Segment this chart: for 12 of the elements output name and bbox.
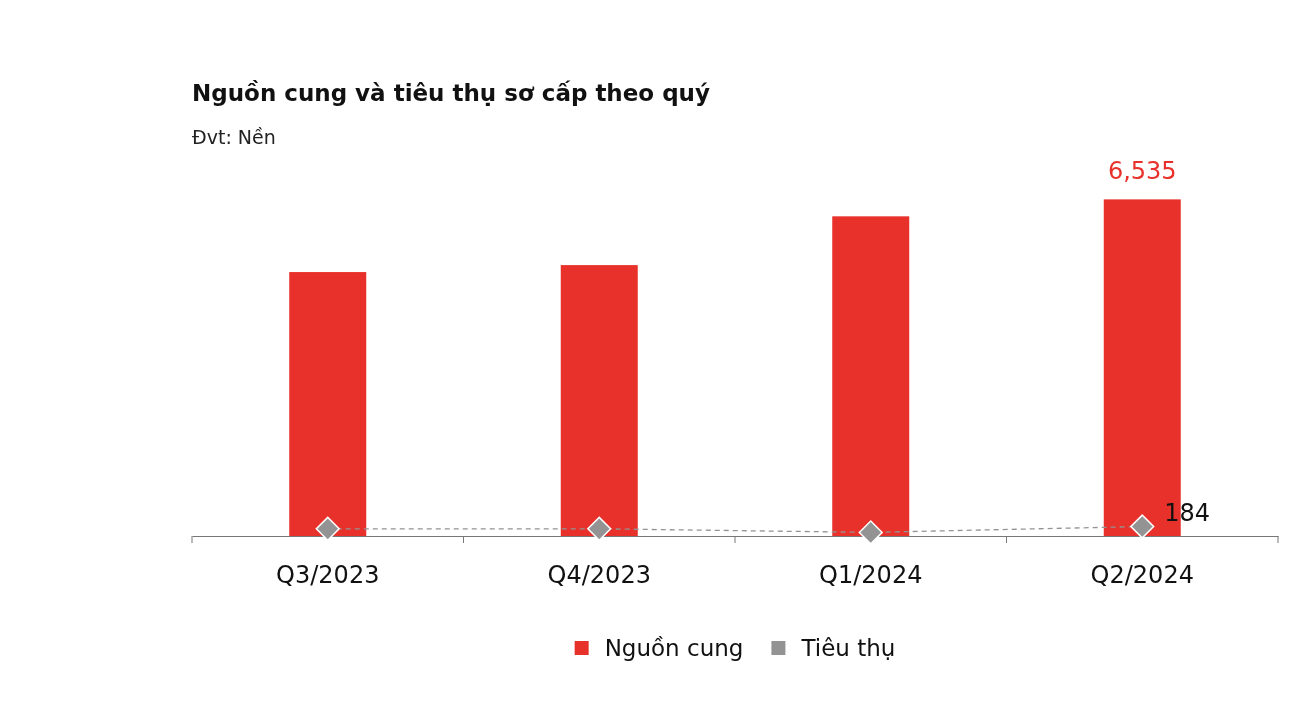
x-tick-label: Q2/2024 — [1090, 561, 1194, 590]
x-tick-label: Q4/2023 — [547, 561, 651, 590]
legend-label: Nguồn cung — [604, 635, 744, 661]
bar — [560, 265, 638, 536]
data-label: 6,535 — [1107, 157, 1177, 186]
chart-subtitle: Đvt: Nền — [192, 126, 276, 148]
legend-label: Tiêu thụ — [800, 635, 896, 661]
x-tick-label: Q1/2024 — [819, 561, 923, 590]
bar — [832, 216, 910, 536]
x-tick-label: Q3/2023 — [276, 561, 380, 590]
chart-title: Nguồn cung và tiêu thụ sơ cấp theo quý — [192, 80, 710, 106]
bar — [289, 272, 367, 536]
